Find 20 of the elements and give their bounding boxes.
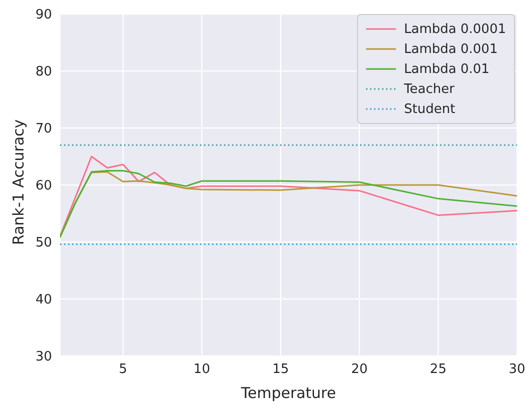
x-tick-label: 25: [430, 362, 446, 378]
legend-label: Lambda 0.0001: [404, 22, 506, 36]
y-tick-label: 50: [35, 236, 52, 251]
x-tick-label: 20: [351, 362, 368, 378]
x-tick-label: 10: [194, 362, 210, 378]
legend-label: Lambda 0.01: [404, 62, 490, 76]
y-tick-label: 90: [35, 8, 52, 23]
y-tick-label: 70: [35, 122, 52, 137]
y-tick-label: 80: [35, 64, 52, 80]
legend-label: Lambda 0.001: [404, 42, 498, 56]
y-axis-title: Rank-1 Accuracy: [9, 119, 28, 245]
x-tick-label: 5: [118, 362, 128, 378]
x-tick-label: 15: [272, 362, 289, 378]
legend-label: Student: [404, 102, 456, 116]
y-tick-label: 60: [35, 178, 52, 194]
x-axis-title: Temperature: [240, 384, 336, 402]
y-tick-label: 40: [35, 292, 52, 308]
x-tick-label: 30: [508, 362, 526, 378]
y-tick-label: 30: [35, 350, 52, 365]
legend-label: Teacher: [404, 82, 454, 96]
